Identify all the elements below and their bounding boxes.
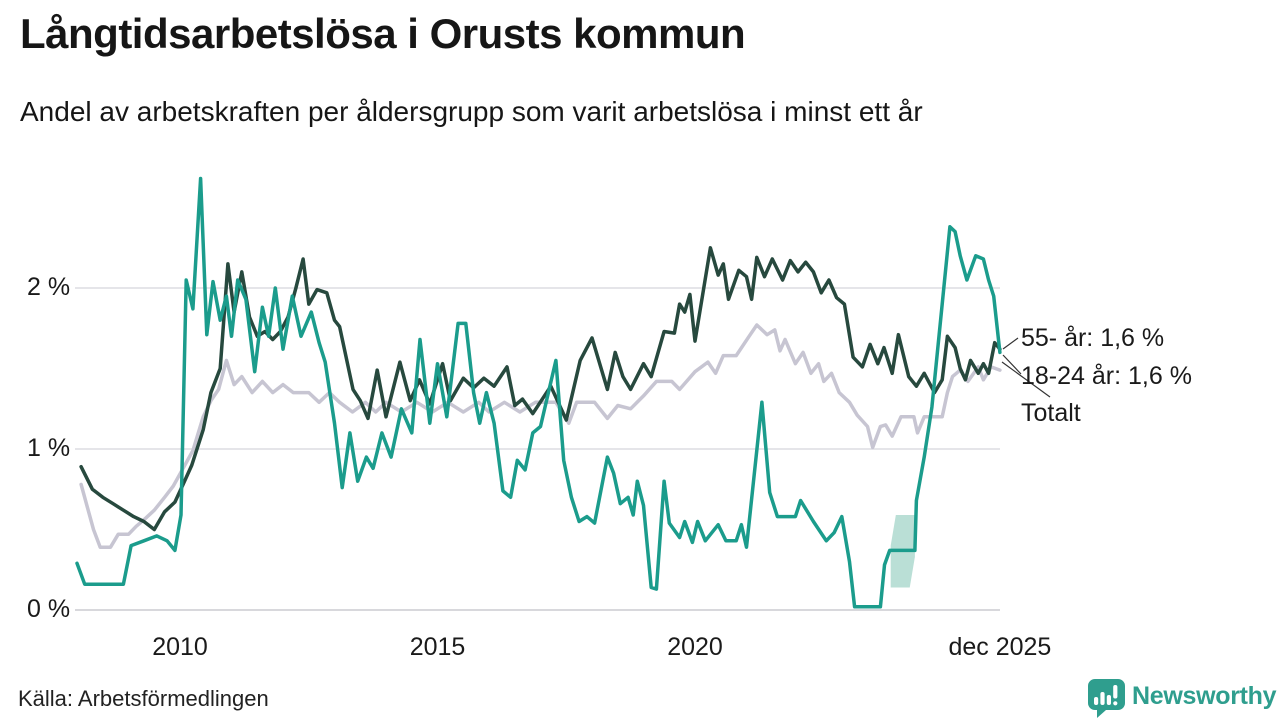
source-attribution: Källa: Arbetsförmedlingen — [18, 686, 269, 711]
x-axis-tick-label: 2010 — [152, 633, 208, 661]
x-axis-tick-label: 2020 — [667, 633, 723, 661]
x-axis-tick-label: 2015 — [409, 633, 466, 661]
y-axis-tick-label: 0 % — [27, 595, 71, 623]
newsworthy-logo-icon — [1088, 679, 1125, 718]
y-axis-tick-label: 1 % — [27, 434, 71, 462]
series-end-label-18-24: 18-24 år: 1,6 % — [1021, 362, 1192, 390]
series-end-label-total: Totalt — [1021, 399, 1081, 427]
x-axis-tick-label: dec 2025 — [948, 633, 1052, 661]
series-end-label-55: 55- år: 1,6 % — [1021, 324, 1165, 352]
page-title: Långtidsarbetslösa i Orusts kommun — [20, 10, 746, 57]
page-subtitle: Andel av arbetskraften per åldersgrupp s… — [20, 96, 923, 127]
y-axis-tick-label: 2 % — [27, 273, 71, 301]
newsworthy-logo-text: Newsworthy — [1132, 682, 1277, 710]
